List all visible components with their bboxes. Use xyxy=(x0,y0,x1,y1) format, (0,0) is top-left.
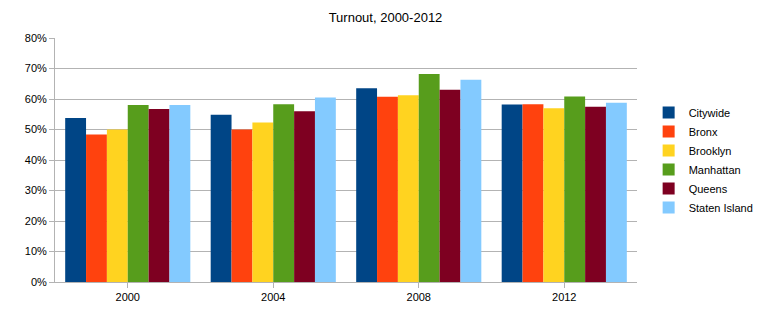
svg-text:20%: 20% xyxy=(25,215,47,227)
svg-text:Queens: Queens xyxy=(689,183,728,195)
svg-text:2004: 2004 xyxy=(261,291,285,303)
svg-text:0%: 0% xyxy=(31,276,47,288)
svg-text:2000: 2000 xyxy=(116,291,140,303)
svg-text:2008: 2008 xyxy=(407,291,431,303)
svg-text:Brooklyn: Brooklyn xyxy=(689,145,732,157)
svg-text:50%: 50% xyxy=(25,123,47,135)
svg-text:Staten Island: Staten Island xyxy=(689,202,753,214)
svg-text:10%: 10% xyxy=(25,245,47,257)
svg-text:60%: 60% xyxy=(25,93,47,105)
svg-text:70%: 70% xyxy=(25,62,47,74)
svg-text:80%: 80% xyxy=(25,32,47,44)
svg-text:Bronx: Bronx xyxy=(689,126,718,138)
svg-text:Manhattan: Manhattan xyxy=(689,164,741,176)
svg-text:30%: 30% xyxy=(25,184,47,196)
svg-text:Citywide: Citywide xyxy=(689,107,731,119)
svg-text:Turnout, 2000-2012: Turnout, 2000-2012 xyxy=(329,10,443,25)
svg-text:2012: 2012 xyxy=(552,291,576,303)
svg-text:40%: 40% xyxy=(25,154,47,166)
